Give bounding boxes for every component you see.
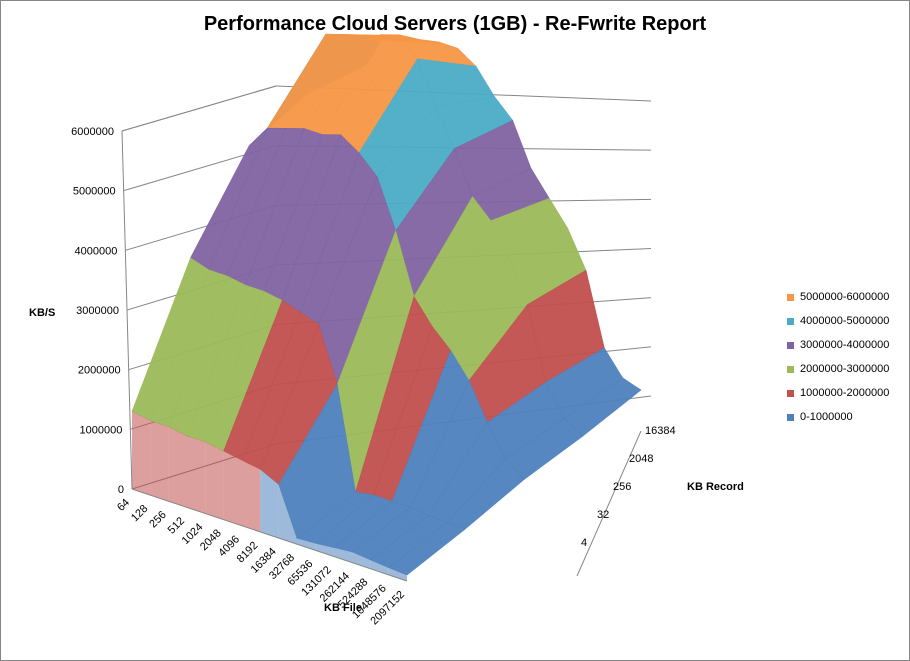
y-tick-label: 5000000 [73, 186, 116, 198]
surface-front-skirt [260, 469, 279, 539]
legend-swatch [787, 413, 794, 421]
z-tick-label: 32 [597, 509, 609, 521]
chart-legend: 5000000-6000000 4000000-5000000 3000000-40… [787, 285, 889, 429]
y-tick-label: 2000000 [78, 365, 121, 377]
z-tick-label: 256 [613, 481, 631, 493]
surface-front-skirt [168, 426, 187, 508]
x-tick-label: 64 [115, 497, 132, 514]
legend-item: 1000000-2000000 [787, 381, 889, 405]
surface-front-skirt [223, 451, 242, 526]
surface-front-skirt [352, 551, 371, 569]
surface-front-skirt [242, 460, 261, 532]
surface-front-skirt [333, 547, 352, 563]
surface-front-skirt [388, 567, 407, 581]
legend-swatch [787, 341, 794, 349]
surface-front-skirt [370, 559, 389, 575]
legend-item: 2000000-3000000 [787, 357, 889, 381]
legend-label: 2000000-3000000 [800, 363, 890, 375]
surface-front-skirt [205, 441, 224, 520]
legend-label: 5000000-6000000 [800, 291, 890, 303]
surface [131, 33, 642, 581]
x-axis-line [131, 488, 408, 582]
chart-title: Performance Cloud Servers (1GB) - Re-Fwr… [203, 13, 707, 35]
surface-cell [388, 522, 467, 576]
z-axis-title: KB Record [687, 481, 744, 493]
surface-front-skirt [278, 484, 297, 545]
legend-item: 0-1000000 [787, 405, 889, 429]
y-tick-label: 1000000 [80, 424, 123, 436]
y-axis-title: KB/S [29, 307, 55, 319]
z-axis-line [576, 430, 642, 577]
surface-front-skirt [297, 538, 316, 551]
z-tick-label: 2048 [629, 453, 653, 465]
legend-item: 5000000-6000000 [787, 285, 889, 309]
legend-label: 3000000-4000000 [800, 339, 890, 351]
legend-swatch [787, 293, 794, 301]
y-tick-label: 3000000 [76, 305, 119, 317]
y-tick-label: 4000000 [75, 245, 118, 257]
legend-item: 4000000-5000000 [787, 309, 889, 333]
surface-front-skirt [187, 435, 206, 514]
legend-label: 0-1000000 [800, 411, 853, 423]
legend-item: 3000000-4000000 [787, 333, 889, 357]
z-tick-label: 4 [581, 537, 587, 549]
surface-front-skirt [132, 411, 151, 496]
y-tick-label: 6000000 [71, 126, 114, 138]
legend-swatch [787, 317, 794, 325]
legend-swatch [787, 365, 794, 373]
surface-front-skirt [150, 420, 169, 502]
gridline-left-6 [121, 85, 277, 132]
z-tick-label: 16384 [645, 425, 676, 437]
surface-front-skirt [315, 543, 334, 557]
x-axis-title: KB File [324, 602, 362, 614]
y-tick-label: 0 [118, 484, 124, 496]
legend-swatch [787, 389, 794, 397]
legend-label: 1000000-2000000 [800, 387, 890, 399]
legend-label: 4000000-5000000 [800, 315, 890, 327]
